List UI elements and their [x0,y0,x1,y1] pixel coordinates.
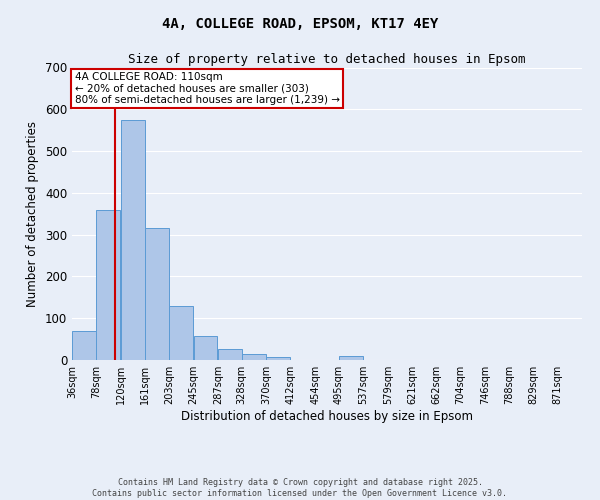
Bar [218,348,242,360]
Bar [169,306,193,360]
Text: Contains HM Land Registry data © Crown copyright and database right 2025.
Contai: Contains HM Land Registry data © Crown c… [92,478,508,498]
Y-axis label: Number of detached properties: Number of detached properties [26,120,40,306]
Bar [72,331,96,360]
Title: Size of property relative to detached houses in Epsom: Size of property relative to detached ho… [128,54,526,66]
Text: 4A, COLLEGE ROAD, EPSOM, KT17 4EY: 4A, COLLEGE ROAD, EPSOM, KT17 4EY [162,18,438,32]
Bar [97,210,120,360]
Bar [121,120,145,360]
Bar [145,228,169,360]
Bar [242,354,266,360]
Bar [266,357,290,360]
Bar [339,356,363,360]
Bar [194,336,217,360]
X-axis label: Distribution of detached houses by size in Epsom: Distribution of detached houses by size … [181,410,473,423]
Text: 4A COLLEGE ROAD: 110sqm
← 20% of detached houses are smaller (303)
80% of semi-d: 4A COLLEGE ROAD: 110sqm ← 20% of detache… [74,72,340,105]
